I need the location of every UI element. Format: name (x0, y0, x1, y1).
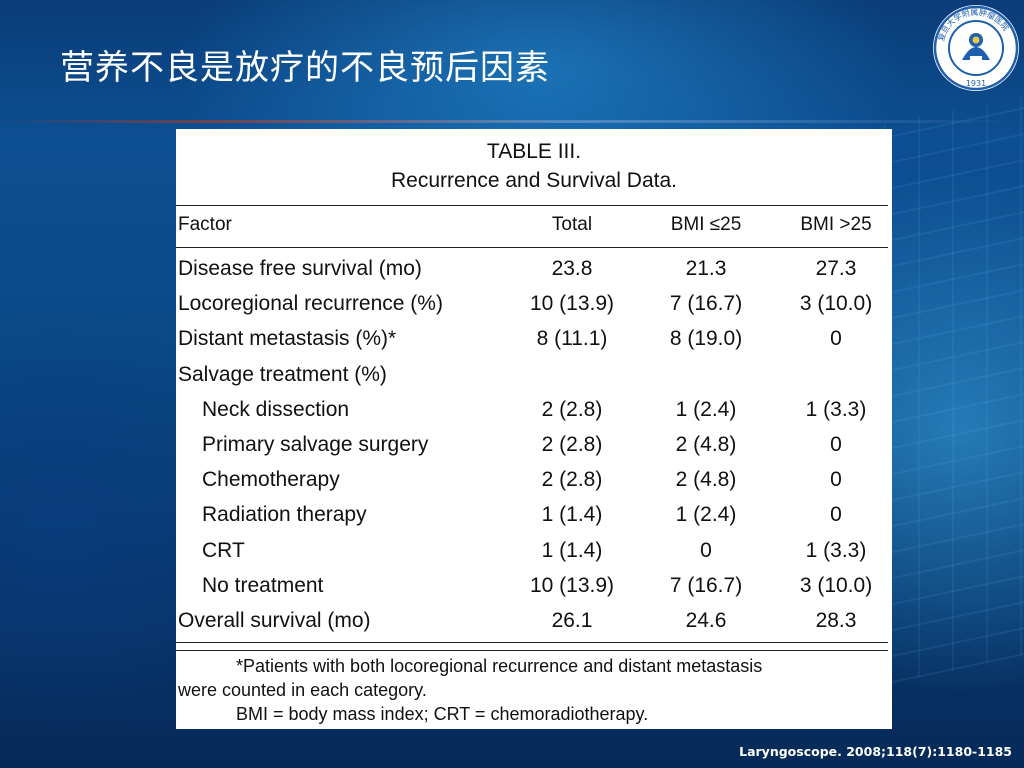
row-bmi-le25-value: 7 (16.7) (669, 292, 743, 316)
row-total-value: 2 (2.8) (541, 397, 603, 421)
header-factor: Factor (178, 214, 232, 235)
row-factor: Overall survival (mo) (178, 609, 371, 632)
row-total-value: 2 (2.8) (541, 433, 603, 456)
row-bmi-le25-value: 21.3 (685, 257, 727, 280)
row-factor: No treatment (202, 573, 324, 597)
background-grid-decoration (884, 95, 1024, 685)
citation: Laryngoscope. 2008;118(7):1180-1185 (739, 744, 1012, 759)
row-total-value: 10 (13.9) (529, 292, 615, 316)
row-bmi-gt25-value: 3 (10.0) (799, 292, 873, 316)
row-bmi-gt25-value: 28.3 (815, 609, 857, 632)
row-factor: Radiation therapy (202, 503, 367, 527)
title-divider-line (0, 120, 1024, 123)
row-bmi-le25-value: 1 (2.4) (675, 397, 737, 421)
header-bmi-gt25: BMI >25 (800, 214, 872, 235)
seal-year: 1931 (966, 79, 986, 88)
row-bmi-le25-value: 7 (16.7) (669, 573, 743, 597)
row-bmi-gt25-value: 0 (830, 433, 842, 456)
row-factor: Chemotherapy (202, 468, 340, 492)
row-bmi-gt25-value: 1 (3.3) (805, 538, 867, 562)
row-total-value: 1 (1.4) (541, 538, 603, 562)
row-factor: Neck dissection (202, 397, 350, 421)
footnote-line-1: *Patients with both locoregional recurre… (236, 656, 763, 676)
row-bmi-gt25-value: 0 (830, 468, 842, 492)
header-bmi-le25: BMI ≤25 (670, 214, 742, 235)
row-bmi-le25-value: 2 (4.8) (675, 468, 737, 492)
row-bmi-le25-value: 2 (4.8) (675, 433, 737, 456)
slide-title: 营养不良是放疗的不良预后因素 (60, 48, 550, 88)
row-factor: Distant metastasis (%)* (178, 327, 397, 351)
row-bmi-gt25-value: 1 (3.3) (805, 397, 867, 421)
row-total-value: 2 (2.8) (541, 468, 603, 492)
row-bmi-gt25-value: 27.3 (815, 257, 857, 280)
university-hospital-seal-icon: 复旦大学附属肿瘤医院 1931 (933, 5, 1019, 91)
row-bmi-le25-value: 0 (700, 538, 712, 562)
row-bmi-gt25-value: 0 (830, 503, 842, 527)
row-total-value: 1 (1.4) (541, 503, 603, 527)
row-factor: Primary salvage surgery (202, 433, 429, 456)
table-rule-top (176, 205, 888, 206)
row-bmi-gt25-value: 0 (830, 327, 842, 351)
row-factor: Salvage treatment (%) (178, 362, 387, 386)
table-rule-bottom-1 (176, 642, 888, 643)
header-total: Total (551, 214, 593, 235)
recurrence-survival-table: TABLE III. Recurrence and Survival Data.… (176, 129, 892, 729)
footnote-line-3: BMI = body mass index; CRT = chemoradiot… (236, 704, 649, 724)
row-total-value: 26.1 (551, 609, 593, 632)
table-rule-header (176, 247, 888, 248)
row-bmi-gt25-value: 3 (10.0) (799, 573, 873, 597)
row-factor: CRT (202, 538, 245, 562)
row-total-value: 8 (11.1) (536, 327, 608, 351)
footnote-line-2: were counted in each category. (178, 680, 427, 700)
row-bmi-le25-value: 8 (19.0) (669, 327, 743, 351)
table-caption: Recurrence and Survival Data. (391, 169, 677, 192)
row-total-value: 10 (13.9) (529, 573, 615, 597)
row-bmi-le25-value: 1 (2.4) (675, 503, 737, 527)
table-label: TABLE III. (486, 140, 582, 163)
row-total-value: 23.8 (551, 257, 593, 280)
row-factor: Locoregional recurrence (%) (178, 292, 443, 316)
row-factor: Disease free survival (mo) (178, 257, 422, 280)
table-rule-bottom-2 (176, 650, 888, 651)
row-bmi-le25-value: 24.6 (685, 609, 727, 632)
